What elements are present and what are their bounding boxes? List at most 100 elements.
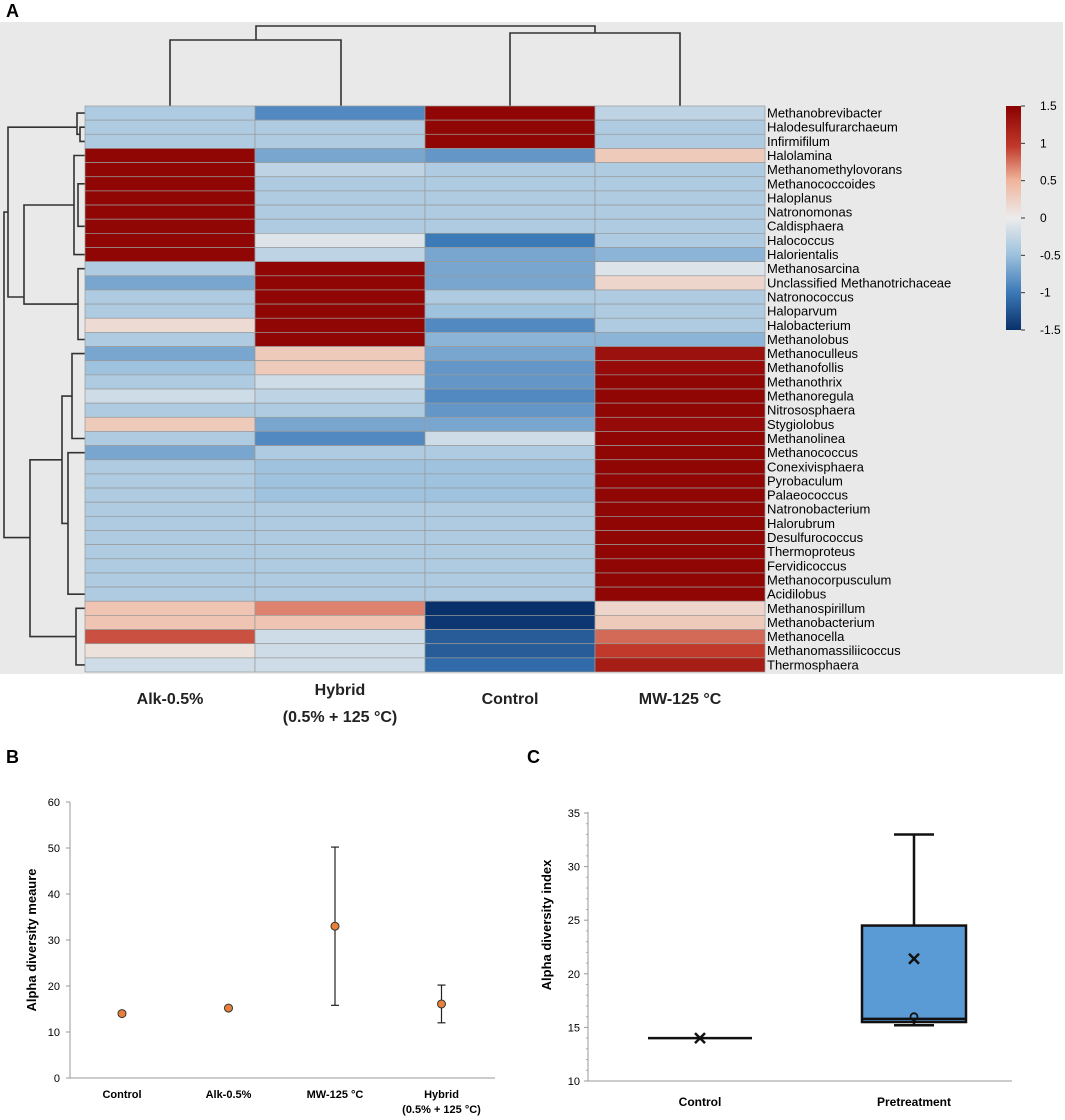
- heatmap-cell: [254, 176, 426, 192]
- heatmap-cell: [424, 530, 596, 545]
- genus-label: Methanobrevibacter: [767, 106, 883, 121]
- heatmap-cell: [254, 572, 426, 588]
- heatmap-cell: [254, 459, 426, 475]
- heatmap-cell: [254, 600, 426, 616]
- heatmap-cell: [254, 445, 426, 461]
- heatmap-cell: [424, 289, 596, 305]
- genus-label: Methanobacterium: [767, 615, 875, 630]
- heatmap-column-label: (0.5% + 125 °C): [283, 709, 397, 726]
- genus-label: Methanolinea: [767, 431, 846, 446]
- c-category-labels: Control Pretreatment: [679, 1095, 951, 1109]
- heatmap-cell: [594, 615, 766, 630]
- genus-label: Methanofollis: [767, 360, 844, 375]
- heatmap-cell: [254, 388, 426, 404]
- heatmap-cell: [254, 629, 426, 645]
- heatmap-cell: [84, 317, 256, 333]
- heatmap-cell: [424, 558, 596, 574]
- heatmap-cell: [424, 473, 596, 489]
- heatmap-cell: [594, 501, 766, 517]
- c-mean-marker: [908, 952, 920, 965]
- heatmap-cell: [594, 218, 766, 234]
- column-labels: Alk-0.5% Hybrid (0.5% + 125 °C) Control MW-1…: [137, 682, 722, 726]
- heatmap-cell: [424, 431, 596, 446]
- genus-label: Palaeococcus: [767, 488, 848, 503]
- heatmap-cell: [84, 105, 256, 121]
- heatmap-cell: [254, 233, 426, 248]
- c-category-label: Pretreatment: [877, 1095, 951, 1109]
- heatmap-cell: [594, 332, 766, 347]
- b-data-point: [330, 921, 340, 931]
- genus-label: Natronomonas: [767, 205, 853, 220]
- heatmap-cell: [594, 445, 766, 461]
- b-y-tick-label: 0: [54, 1073, 60, 1085]
- heatmap-cell: [424, 459, 596, 475]
- heatmap-column-label: Hybrid: [315, 682, 366, 699]
- c-y-tick-label: 35: [568, 808, 580, 820]
- heatmap-cell: [254, 487, 426, 503]
- heatmap-cell: [424, 233, 596, 248]
- heatmap-cell: [594, 657, 766, 673]
- heatmap-cell: [254, 360, 426, 376]
- heatmap-cell: [594, 374, 766, 390]
- genus-label: Nitrososphaera: [767, 403, 856, 418]
- heatmap-cell: [424, 586, 596, 602]
- heatmap-cell: [84, 190, 256, 206]
- heatmap-cell: [424, 416, 596, 432]
- heatmap-cell: [424, 572, 596, 588]
- genus-label: Halococcus: [767, 233, 835, 248]
- heatmap-cell: [84, 247, 256, 262]
- heatmap-cell: [424, 204, 596, 220]
- genus-label: Halorubrum: [767, 516, 835, 531]
- heatmap-cell: [424, 388, 596, 404]
- heatmap-cell: [254, 501, 426, 517]
- heatmap-cell: [254, 148, 426, 163]
- genus-label: Desulfurococcus: [767, 530, 864, 545]
- alpha-diversity-box-panel: C Alpha diversity index 10 15 20 25 30 35 Con…: [527, 747, 1012, 1109]
- heatmap-cell: [84, 402, 256, 418]
- genus-label: Acidilobus: [767, 587, 827, 602]
- heatmap-panel: A MethanobrevibacterHalodesulfurarchaeum…: [0, 1, 1063, 726]
- heatmap-cell: [254, 190, 426, 206]
- genus-label: Methanoregula: [767, 389, 854, 404]
- genus-label: Methanospirillum: [767, 601, 865, 616]
- heatmap-cell: [424, 515, 596, 531]
- heatmap-cell: [84, 204, 256, 220]
- heatmap-cell: [424, 402, 596, 418]
- heatmap-cell: [424, 148, 596, 163]
- c-y-tick-label: 20: [568, 969, 580, 981]
- genus-label: Methanococcoides: [767, 176, 876, 191]
- heatmap-cell: [84, 487, 256, 503]
- b-category-label: MW-125 °C: [307, 1089, 364, 1101]
- heatmap-cell: [594, 629, 766, 645]
- genus-label: Methanothrix: [767, 374, 843, 389]
- heatmap-cell: [84, 615, 256, 630]
- heatmap-cell: [254, 657, 426, 673]
- b-category-label: Hybrid: [424, 1089, 459, 1101]
- heatmap-cell: [254, 515, 426, 531]
- c-y-tick-label: 15: [568, 1022, 580, 1034]
- b-y-axis-label: Alpha diversity meaure: [24, 868, 39, 1011]
- heatmap-cell: [424, 544, 596, 560]
- heatmap-cell: [84, 501, 256, 517]
- c-y-tick-label: 10: [568, 1076, 580, 1088]
- genus-label: Methanoculleus: [767, 346, 859, 361]
- heatmap-cell: [254, 643, 426, 659]
- b-data-marks: [117, 846, 446, 1024]
- heatmap-cell: [424, 600, 596, 616]
- heatmap-cell: [594, 247, 766, 262]
- colorbar-tick-label: 1.5: [1040, 99, 1057, 113]
- heatmap-cell: [594, 148, 766, 163]
- genus-label: Natronococcus: [767, 289, 854, 304]
- heatmap-cell: [84, 332, 256, 347]
- heatmap-cell: [84, 233, 256, 248]
- c-y-tick-label: 25: [568, 915, 580, 927]
- heatmap-cell: [84, 289, 256, 305]
- heatmap-cell: [424, 487, 596, 503]
- genus-label: Conexivisphaera: [767, 459, 865, 474]
- heatmap-cell: [424, 501, 596, 517]
- b-y-ticks: 0 10 20 30 40 50 60: [48, 797, 70, 1085]
- heatmap-column-label: Control: [482, 691, 539, 708]
- heatmap-cell: [84, 629, 256, 645]
- heatmap-cell: [254, 544, 426, 560]
